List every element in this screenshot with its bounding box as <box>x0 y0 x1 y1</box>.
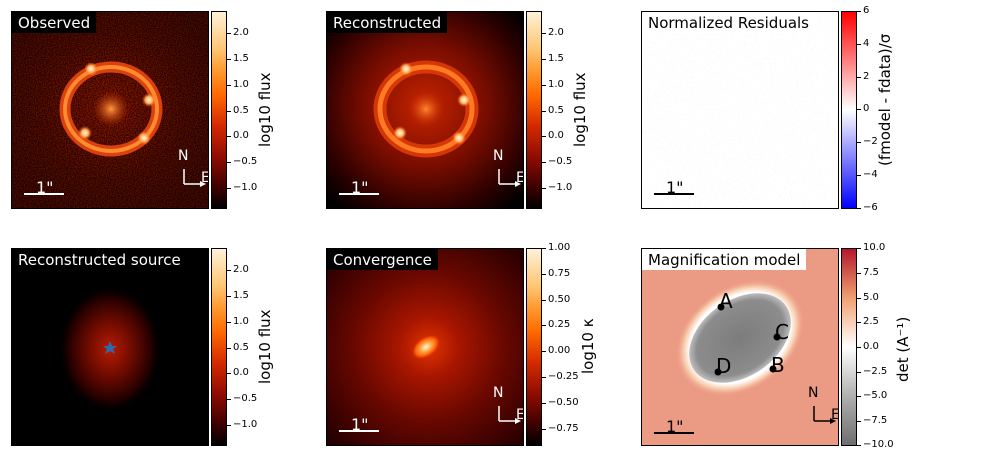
panel-title: Observed <box>12 12 97 33</box>
image-point-d <box>714 368 722 376</box>
colorbar-tick: 6 <box>856 5 870 16</box>
scale-bar-label: 1" <box>36 178 54 197</box>
colorbar-tick: −7.5 <box>856 415 888 426</box>
reconstructed-image: 1" N E Reconstructed <box>326 11 524 209</box>
magnification-heatmap <box>642 249 838 445</box>
source-position-star <box>103 341 117 354</box>
east-label: E <box>516 407 524 423</box>
colorbar-tick: −1.0 <box>226 419 258 430</box>
colorbar-tick: 4 <box>856 38 870 49</box>
east-label: E <box>516 170 524 186</box>
colorbar-label: log10 κ <box>579 318 597 374</box>
colorbar-tick: −2.5 <box>856 366 888 377</box>
colorbar-tick: −0.25 <box>542 371 579 382</box>
colorbar-tick: 0.0 <box>227 130 249 141</box>
colorbar-tick: −4 <box>857 169 878 180</box>
image-point-a <box>717 303 725 311</box>
colorbar-tick: 2.0 <box>227 264 249 275</box>
colorbar-label: log10 flux <box>256 309 274 384</box>
colorbar-tick: 1.5 <box>542 53 564 64</box>
east-label: E <box>201 170 209 186</box>
colorbar-tick: 0.5 <box>227 342 249 353</box>
scale-bar-label: 1" <box>666 178 684 197</box>
north-label: N <box>493 148 504 164</box>
colorbar-tick: 2.5 <box>857 316 879 327</box>
reconstructed-heatmap <box>327 12 523 208</box>
colorbar-tick: 1.00 <box>541 242 571 253</box>
image-point-b <box>769 365 777 373</box>
magnification-image: A B C D 1" N E Magnification model <box>641 248 839 446</box>
colorbar-tick: −2 <box>857 136 878 147</box>
reconstructed-colorbar <box>526 11 542 209</box>
colorbar-tick: −5.0 <box>856 390 888 401</box>
colorbar-label: log10 flux <box>256 72 274 147</box>
convergence-image: 1" N E Convergence <box>326 248 524 446</box>
colorbar-tick: 1.0 <box>227 316 249 327</box>
colorbar-tick: −0.75 <box>542 423 579 434</box>
panel-title: Reconstructed source <box>12 249 187 270</box>
observed-heatmap <box>12 12 208 208</box>
colorbar-tick: −0.5 <box>226 393 258 404</box>
colorbar-tick: 0.25 <box>541 319 571 330</box>
north-label: N <box>493 385 504 401</box>
image-point-c <box>773 333 781 341</box>
colorbar-tick: 2.0 <box>542 27 564 38</box>
scale-bar-label: 1" <box>351 178 369 197</box>
colorbar-tick: −1.0 <box>541 182 573 193</box>
colorbar-tick: −1.0 <box>226 182 258 193</box>
colorbar-tick: −0.5 <box>226 156 258 167</box>
colorbar-tick: 0.5 <box>542 105 564 116</box>
observed-colorbar <box>211 11 227 209</box>
north-label: N <box>178 148 189 164</box>
colorbar-tick: 0.0 <box>227 367 249 378</box>
colorbar-tick: 5.0 <box>857 292 879 303</box>
colorbar-tick: 0.00 <box>541 345 571 356</box>
colorbar-tick: 0 <box>856 103 870 114</box>
colorbar-tick: 10.0 <box>856 242 886 253</box>
colorbar-tick: 1.5 <box>227 290 249 301</box>
scale-bar-label: 1" <box>351 415 369 434</box>
colorbar-label: log10 flux <box>571 72 589 147</box>
colorbar-label: (fmodel - fdata)/σ <box>876 33 894 166</box>
colorbar-tick: −10.0 <box>857 439 894 450</box>
colorbar-tick: 1.0 <box>542 79 564 90</box>
colorbar-tick: 2.0 <box>227 27 249 38</box>
image-label-b: B <box>771 353 785 377</box>
east-label: E <box>831 407 839 423</box>
convergence-colorbar <box>526 248 542 446</box>
north-label: N <box>808 385 819 401</box>
observed-image: 1" N E Observed <box>11 11 209 209</box>
colorbar-tick: 1.5 <box>227 53 249 64</box>
image-label-a: A <box>719 289 733 313</box>
image-label-c: C <box>775 320 789 344</box>
colorbar-label: det (A⁻¹) <box>894 316 912 382</box>
colorbar-tick: 0.5 <box>227 105 249 116</box>
residuals-image: 1" Normalized Residuals <box>641 11 839 209</box>
colorbar-tick: −0.5 <box>541 156 573 167</box>
magnification-colorbar <box>841 248 857 446</box>
panel-title: Magnification model <box>642 249 807 270</box>
colorbar-tick: 7.5 <box>857 267 879 278</box>
source-image: Reconstructed source <box>11 248 209 446</box>
image-label-d: D <box>716 354 732 378</box>
colorbar-tick: 0.75 <box>541 268 571 279</box>
panel-title: Reconstructed <box>327 12 448 33</box>
colorbar-tick: 2 <box>856 71 870 82</box>
colorbar-tick: 1.0 <box>227 79 249 90</box>
scale-bar-label: 1" <box>666 417 684 436</box>
residuals-heatmap <box>642 12 838 208</box>
source-colorbar <box>211 248 227 446</box>
source-heatmap <box>12 249 208 445</box>
residuals-colorbar <box>841 11 857 209</box>
colorbar-tick: 0.0 <box>857 341 879 352</box>
panel-title: Normalized Residuals <box>642 12 815 33</box>
convergence-heatmap <box>327 249 523 445</box>
panel-title: Convergence <box>327 249 438 270</box>
colorbar-tick: −6 <box>857 202 878 213</box>
colorbar-tick: 0.0 <box>542 130 564 141</box>
colorbar-tick: 0.50 <box>541 294 571 305</box>
colorbar-tick: −0.50 <box>542 397 579 408</box>
